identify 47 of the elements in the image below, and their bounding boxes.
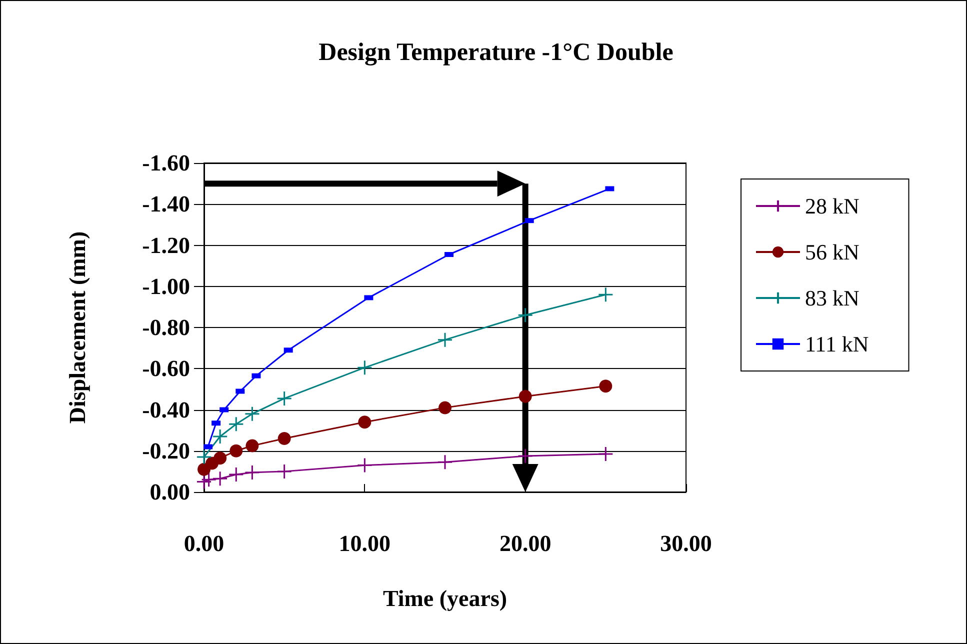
point — [201, 472, 217, 488]
x-tick-label: 30.00 — [660, 531, 712, 556]
point — [212, 470, 228, 486]
point — [437, 332, 453, 348]
chart-title: Design Temperature -1°C Double — [318, 39, 674, 66]
legend-label: 56 kN — [805, 240, 860, 264]
point — [228, 416, 244, 432]
y-tick-label: -0.80 — [142, 315, 190, 340]
x-tick-label: 20.00 — [499, 531, 552, 556]
point — [196, 474, 212, 490]
point — [276, 390, 292, 406]
point — [518, 448, 534, 464]
point — [244, 464, 260, 480]
y-tick-label: -0.40 — [142, 397, 190, 422]
point — [598, 286, 614, 302]
y-tick-label: -1.00 — [142, 274, 190, 299]
y-tick-label: -1.20 — [142, 232, 190, 258]
point — [196, 449, 212, 465]
point — [518, 390, 532, 403]
legend-label: 28 kN — [805, 194, 860, 218]
point — [278, 432, 291, 446]
legend-label: 111 kN — [805, 332, 869, 356]
point — [276, 464, 292, 480]
y-tick-label: -0.20 — [142, 438, 190, 464]
point — [244, 406, 260, 422]
point — [358, 416, 372, 429]
x-tick-label: 10.00 — [338, 531, 391, 556]
point — [214, 452, 227, 465]
point — [246, 439, 259, 452]
point — [438, 401, 452, 414]
x-axis-title: Time (years) — [382, 586, 508, 611]
y-tick-label: -1.60 — [142, 150, 190, 176]
legend-label: 83 kN — [805, 286, 860, 310]
y-axis-title: Displacement (mm) — [65, 231, 90, 424]
y-tick-label: -0.60 — [142, 356, 190, 382]
point — [599, 380, 612, 393]
point — [356, 360, 372, 376]
y-tick-label: -1.40 — [142, 192, 190, 217]
point — [356, 458, 372, 474]
point — [212, 428, 228, 444]
point — [598, 446, 614, 462]
point — [228, 466, 244, 482]
y-tick-label: 0.00 — [150, 480, 190, 504]
point — [230, 444, 243, 458]
point — [437, 454, 453, 470]
x-tick-label: 0.00 — [184, 531, 224, 556]
point — [518, 307, 534, 323]
